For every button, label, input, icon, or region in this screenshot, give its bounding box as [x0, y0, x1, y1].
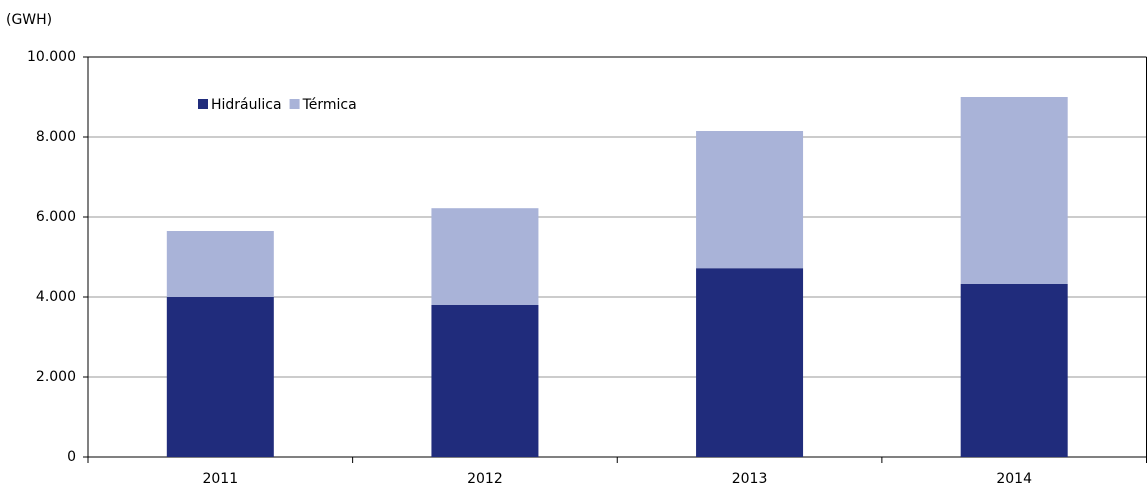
legend-swatch — [289, 99, 300, 109]
x-tick-label: 2013 — [732, 471, 768, 487]
bar-segment — [960, 97, 1068, 284]
y-tick-label: 8.000 — [36, 129, 76, 145]
legend-label: Térmica — [302, 97, 357, 113]
bar-segment — [166, 231, 274, 297]
legend-label: Hidráulica — [211, 97, 282, 113]
bar-segment — [960, 284, 1068, 457]
bar-segment — [696, 268, 804, 457]
y-tick-label: 2.000 — [36, 369, 76, 385]
y-tick-label: 10.000 — [27, 49, 76, 65]
y-tick-label: 0 — [67, 449, 76, 465]
x-tick-label: 2014 — [996, 471, 1032, 487]
y-tick-label: 4.000 — [36, 289, 76, 305]
x-tick-label: 2012 — [467, 471, 503, 487]
bar-segment — [166, 297, 274, 457]
y-tick-label: 6.000 — [36, 209, 76, 225]
bar-segment — [696, 131, 804, 269]
legend-swatch — [198, 99, 208, 109]
x-tick-label: 2011 — [202, 471, 238, 487]
bar-segment — [431, 208, 539, 305]
y-axis-label: (GWH) — [6, 12, 52, 28]
bar-segment — [431, 305, 539, 457]
